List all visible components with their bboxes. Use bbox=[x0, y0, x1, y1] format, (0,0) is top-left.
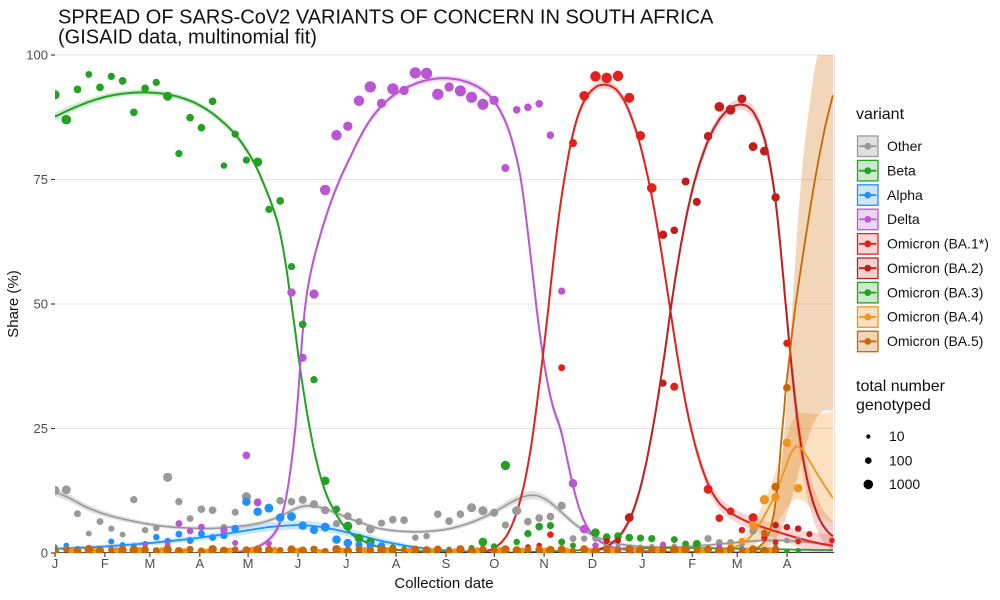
svg-text:SPREAD OF SARS-CoV2 VARIANTS O: SPREAD OF SARS-CoV2 VARIANTS OF CONCERN … bbox=[58, 7, 714, 29]
svg-text:(GISAID data, multinomial fit): (GISAID data, multinomial fit) bbox=[58, 27, 317, 49]
svg-text:Delta: Delta bbox=[887, 211, 920, 227]
svg-text:100: 100 bbox=[26, 48, 48, 63]
svg-text:J: J bbox=[295, 556, 302, 571]
svg-text:total number: total number bbox=[856, 378, 946, 395]
svg-text:Omicron (BA.2): Omicron (BA.2) bbox=[887, 260, 983, 276]
svg-text:F: F bbox=[101, 556, 109, 571]
svg-text:100: 100 bbox=[889, 452, 913, 468]
svg-text:0: 0 bbox=[41, 546, 48, 561]
svg-text:Omicron (BA.1*): Omicron (BA.1*) bbox=[887, 236, 989, 252]
svg-text:D: D bbox=[588, 556, 597, 571]
svg-text:F: F bbox=[688, 556, 696, 571]
svg-text:M: M bbox=[732, 556, 743, 571]
svg-text:Omicron (BA.3): Omicron (BA.3) bbox=[887, 284, 983, 300]
svg-text:N: N bbox=[539, 556, 548, 571]
svg-text:1000: 1000 bbox=[889, 476, 920, 492]
svg-text:J: J bbox=[639, 556, 646, 571]
svg-text:S: S bbox=[442, 556, 451, 571]
svg-text:A: A bbox=[783, 556, 792, 571]
svg-text:Omicron (BA.5): Omicron (BA.5) bbox=[887, 333, 983, 349]
svg-text:25: 25 bbox=[34, 421, 48, 436]
svg-text:J: J bbox=[52, 556, 59, 571]
svg-text:Beta: Beta bbox=[887, 162, 916, 178]
svg-text:Share (%): Share (%) bbox=[5, 270, 22, 338]
svg-text:75: 75 bbox=[34, 172, 48, 187]
svg-text:Other: Other bbox=[887, 138, 922, 154]
svg-text:Omicron (BA.4): Omicron (BA.4) bbox=[887, 309, 983, 325]
svg-text:10: 10 bbox=[889, 428, 905, 444]
svg-text:M: M bbox=[243, 556, 254, 571]
svg-text:A: A bbox=[392, 556, 401, 571]
svg-text:50: 50 bbox=[34, 297, 48, 312]
svg-text:J: J bbox=[343, 556, 350, 571]
svg-text:A: A bbox=[195, 556, 204, 571]
svg-text:Alpha: Alpha bbox=[887, 187, 923, 203]
svg-text:variant: variant bbox=[856, 106, 905, 123]
svg-text:O: O bbox=[489, 556, 499, 571]
svg-text:Collection date: Collection date bbox=[394, 575, 493, 592]
svg-text:M: M bbox=[144, 556, 155, 571]
svg-text:genotyped: genotyped bbox=[856, 397, 931, 414]
